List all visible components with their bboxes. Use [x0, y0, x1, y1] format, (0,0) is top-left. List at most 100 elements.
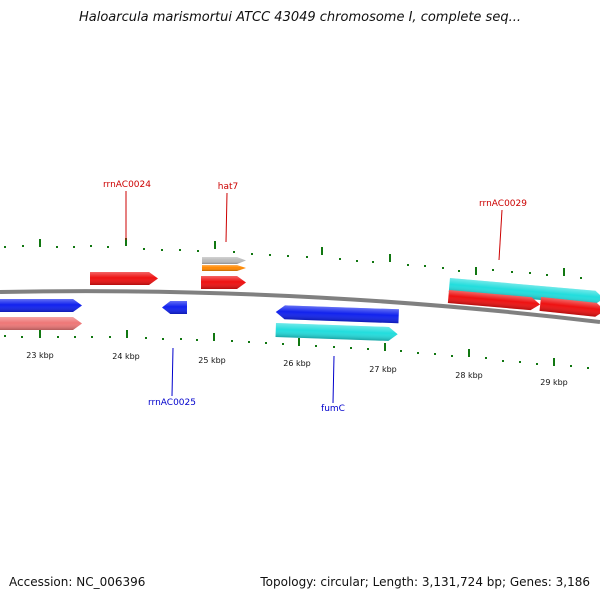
tick-mark	[126, 330, 128, 338]
tick-mark	[563, 268, 565, 276]
tick-mark	[90, 245, 92, 247]
gene-arrow-gray	[202, 257, 246, 264]
leader-line	[498, 209, 503, 261]
tick-mark	[57, 336, 59, 338]
gene-arrow-pink	[0, 317, 82, 330]
tick-mark	[162, 338, 164, 340]
scale-label: 24 kbp	[112, 352, 140, 361]
tick-mark	[529, 272, 531, 274]
tick-mark	[231, 340, 233, 342]
tick-mark	[502, 360, 504, 362]
leader-line	[332, 355, 335, 404]
tick-mark	[56, 246, 58, 248]
tick-mark	[321, 247, 323, 255]
tick-mark	[424, 265, 426, 267]
tick-mark	[458, 270, 460, 272]
tick-mark	[434, 353, 436, 355]
gene-arrow-blue	[0, 299, 82, 312]
scale-label: 27 kbp	[369, 365, 397, 374]
tick-mark	[287, 255, 289, 257]
tick-mark	[22, 245, 24, 247]
tick-mark	[91, 336, 93, 338]
tick-mark	[109, 336, 111, 338]
tick-mark	[306, 256, 308, 258]
gene-label: rrnAC0025	[148, 398, 196, 408]
tick-mark	[580, 277, 582, 279]
tick-mark	[4, 335, 6, 337]
tick-mark	[73, 246, 75, 248]
leader-line	[171, 347, 174, 397]
tick-mark	[339, 258, 341, 260]
topology-summary: Topology: circular; Length: 3,131,724 bp…	[260, 575, 590, 589]
tick-mark	[485, 357, 487, 359]
scale-label: 28 kbp	[455, 371, 483, 380]
gene-label: rrnAC0024	[103, 180, 151, 190]
gene-label: rrnAC0029	[479, 199, 527, 209]
tick-mark	[39, 330, 41, 338]
tick-mark	[407, 264, 409, 266]
tick-mark	[384, 343, 386, 351]
tick-mark	[282, 343, 284, 345]
tick-mark	[233, 251, 235, 253]
tick-mark	[511, 271, 513, 273]
tick-mark	[74, 336, 76, 338]
tick-mark	[197, 250, 199, 252]
tick-mark	[367, 348, 369, 350]
leader-line	[225, 192, 228, 243]
tick-mark	[196, 339, 198, 341]
tick-mark	[251, 253, 253, 255]
tick-mark	[553, 358, 555, 366]
tick-mark	[4, 246, 6, 248]
gene-arrow-red	[90, 272, 158, 285]
tick-mark	[180, 338, 182, 340]
gene-arrow-red	[539, 297, 600, 317]
tick-mark	[519, 361, 521, 363]
outer-tick-ring	[4, 238, 582, 279]
scale-label: 23 kbp	[26, 351, 54, 360]
tick-mark	[451, 355, 453, 357]
tick-mark	[570, 365, 572, 367]
tick-mark	[213, 333, 215, 341]
label-leader-lines	[125, 191, 503, 404]
tick-mark	[442, 267, 444, 269]
tick-mark	[333, 346, 335, 348]
tick-mark	[39, 239, 41, 247]
gene-arrow-blue	[275, 305, 399, 324]
inner-tick-ring	[4, 330, 589, 369]
tick-mark	[587, 367, 589, 369]
tick-mark	[265, 342, 267, 344]
tick-mark	[417, 352, 419, 354]
tick-mark	[145, 337, 147, 339]
scale-labels: 23 kbp 24 kbp 25 kbp 26 kbp 27 kbp 28 kbp 29 k…	[26, 351, 568, 387]
tick-mark	[468, 349, 470, 357]
tick-mark	[492, 269, 494, 271]
gene-label: fumC	[321, 404, 345, 414]
tick-mark	[475, 267, 477, 275]
tick-mark	[372, 261, 374, 263]
tick-mark	[356, 260, 358, 262]
gene-arrow-blue	[162, 301, 187, 314]
chromosome-backbone	[0, 289, 600, 324]
gene-arrow-orange	[202, 265, 246, 271]
tick-mark	[546, 274, 548, 276]
gene-arrow-cyan	[275, 323, 398, 341]
tick-mark	[107, 246, 109, 248]
tick-mark	[21, 336, 23, 338]
scale-label: 29 kbp	[540, 378, 568, 387]
gene-arrow-red	[201, 276, 246, 289]
tick-mark	[298, 338, 300, 346]
gene-arrow-red	[447, 290, 541, 311]
scale-label: 25 kbp	[198, 356, 226, 365]
accession-text: Accession: NC_006396	[9, 575, 146, 589]
tick-mark	[179, 249, 181, 251]
tick-mark	[143, 248, 145, 250]
gene-label: hat7	[218, 182, 238, 192]
gene-labels: rrnAC0024 hat7 rrnAC0029 rrnAC0025 fumC	[103, 180, 527, 414]
gene-arrow-cyan	[448, 278, 600, 305]
tick-mark	[350, 347, 352, 349]
tick-mark	[214, 241, 216, 249]
map-title: Haloarcula marismortui ATCC 43049 chromo…	[79, 10, 521, 25]
tick-mark	[248, 341, 250, 343]
tick-mark	[536, 363, 538, 365]
